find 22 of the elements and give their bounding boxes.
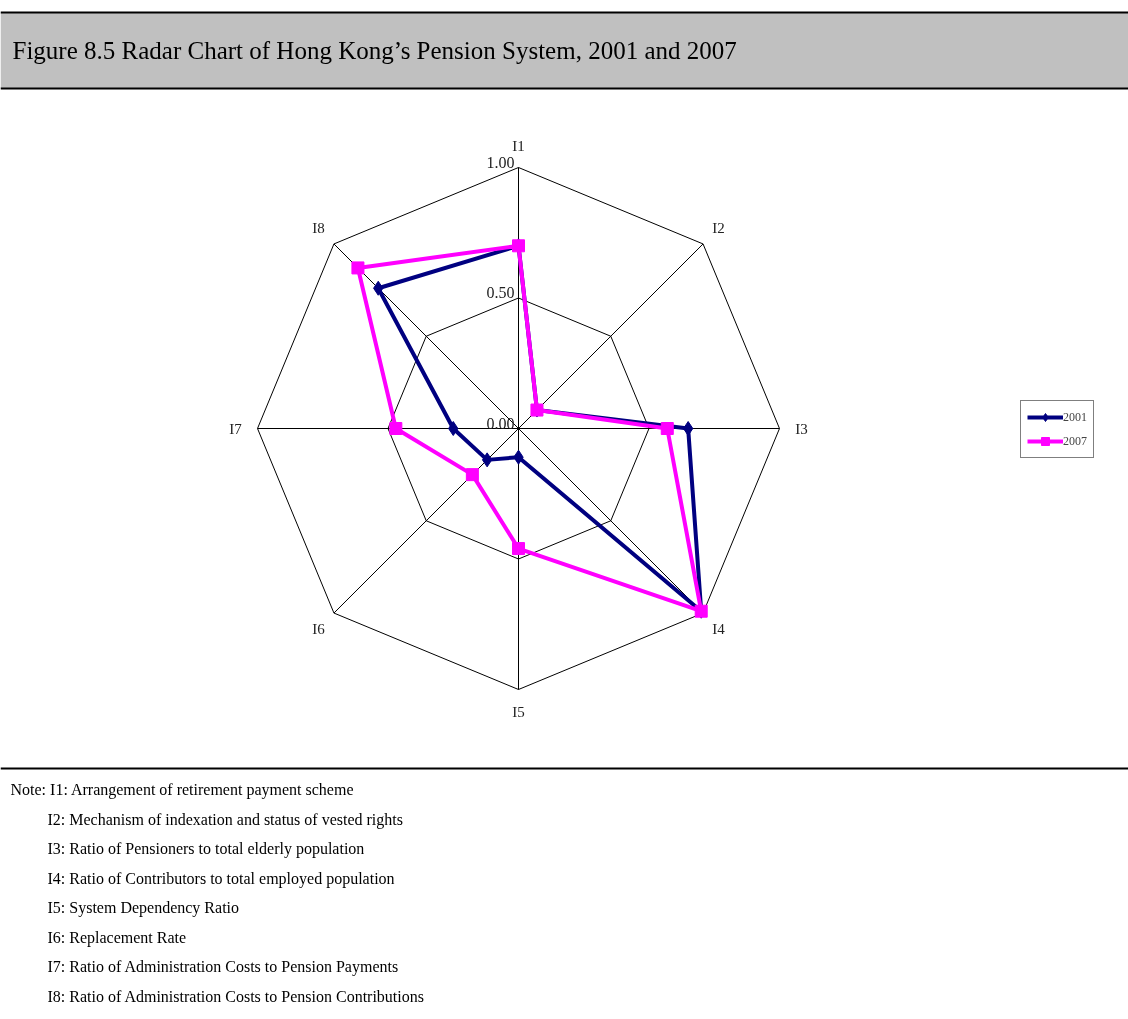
y-tick-label: 1.00 bbox=[486, 153, 515, 171]
text: I5: System Dependency Ratio bbox=[47, 899, 240, 917]
text: I8: Ratio of Administration Costs to Pension Contributions bbox=[47, 987, 424, 1005]
text: I6: Replacement Rate bbox=[47, 928, 187, 947]
legend-label: 2007 bbox=[1063, 433, 1087, 449]
text: I4: Ratio of Contributors to total employed population bbox=[47, 869, 395, 888]
spoke-label: I3 bbox=[795, 420, 808, 437]
text: I3: Ratio of Pensioners to total elderly population bbox=[47, 840, 365, 858]
spoke-label: I1 bbox=[512, 137, 525, 154]
spoke-label: I4 bbox=[712, 620, 726, 637]
chart-title: Figure 8.5 Radar Chart of Hong Kong’s Pension System, 2001 and 2007 bbox=[12, 37, 737, 64]
text: I2: Mechanism of indexation and status of vested rights bbox=[47, 810, 403, 829]
spoke-label: I5 bbox=[512, 703, 525, 720]
spoke-label: I7 bbox=[229, 420, 243, 437]
legend-label: 2001 bbox=[1063, 409, 1087, 425]
y-tick-label: 0.00 bbox=[486, 414, 515, 432]
spoke-label: I6 bbox=[312, 620, 326, 637]
text: Note: I1: Arrangement of retirement payment scheme bbox=[10, 781, 354, 799]
spoke-label: I8 bbox=[312, 220, 325, 237]
spoke-label: I2 bbox=[712, 220, 725, 237]
y-tick-label: 0.50 bbox=[486, 284, 515, 301]
text: I7: Ratio of Administration Costs to Pension Payments bbox=[47, 958, 399, 976]
